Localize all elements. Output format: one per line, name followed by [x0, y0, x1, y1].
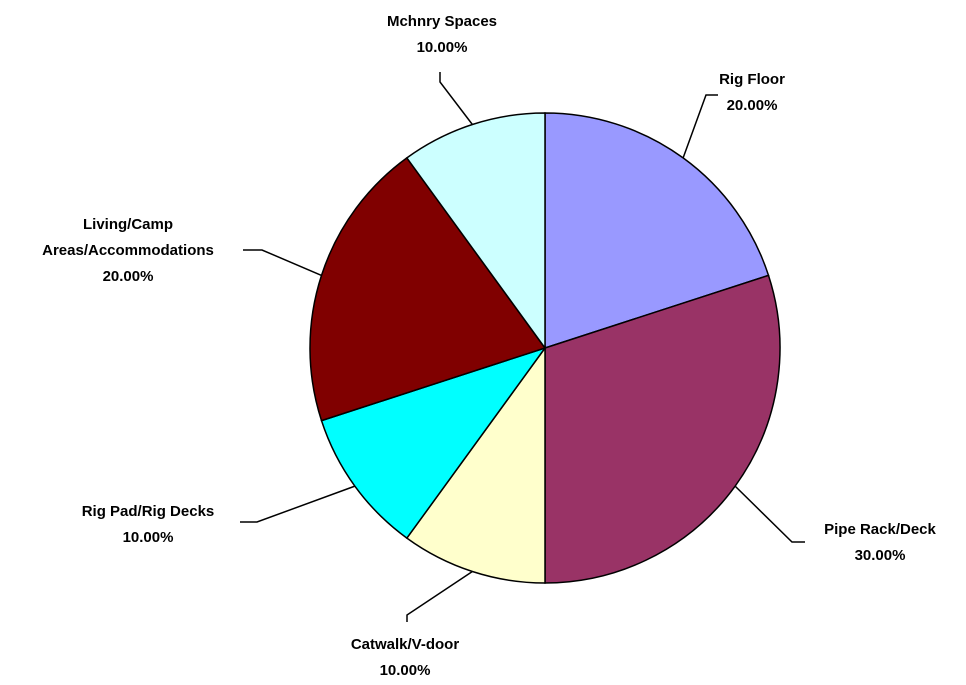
- slice-name: Mchnry Spaces: [386, 13, 498, 30]
- pie-slice: [309, 156, 547, 422]
- slice-label: Rig Pad/Rig Decks 10.00%: [48, 499, 248, 551]
- slice-name: Rig Pad/Rig Decks: [81, 503, 215, 520]
- slice-percent: 10.00%: [416, 39, 468, 56]
- slice-label: Mchnry Spaces 10.00%: [342, 9, 542, 61]
- slice-label: Pipe Rack/Deck 30.00%: [780, 517, 966, 569]
- slice-percent: 10.00%: [379, 662, 431, 679]
- slice-name: Pipe Rack/Deck: [824, 521, 936, 538]
- slice-label: Living/Camp Areas/Accommodations 20.00%: [38, 212, 218, 290]
- slice-name: Rig Floor: [719, 71, 785, 88]
- slice-percent: 30.00%: [854, 547, 906, 564]
- leader-line: [243, 249, 322, 277]
- slice-label: Rig Floor 20.00%: [652, 67, 852, 119]
- pie-slice: [544, 274, 781, 584]
- slice-label: Catwalk/V-door 10.00%: [305, 632, 505, 684]
- pie-slice: [544, 112, 770, 350]
- leader-line: [439, 72, 473, 125]
- slice-name: Catwalk/V-door: [350, 636, 460, 653]
- slice-name: Living/Camp Areas/Accommodations: [42, 216, 214, 259]
- leader-line: [406, 570, 473, 622]
- leader-line: [240, 485, 356, 523]
- slice-percent: 20.00%: [726, 97, 778, 114]
- slice-percent: 20.00%: [102, 268, 154, 285]
- leader-line: [682, 94, 718, 159]
- slice-percent: 10.00%: [122, 529, 174, 546]
- leader-line: [734, 485, 805, 543]
